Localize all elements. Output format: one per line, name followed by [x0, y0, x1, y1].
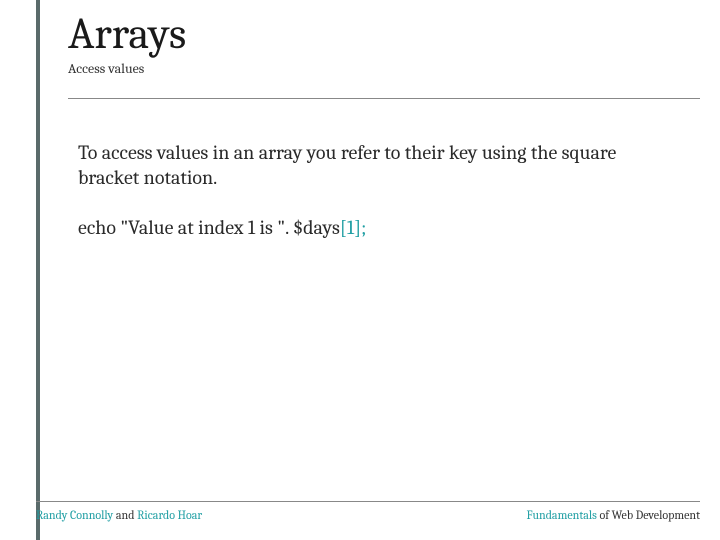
footer-authors: Randy Connolly and Ricardo Hoar	[36, 508, 202, 522]
slide-subtitle: Access values	[68, 60, 700, 77]
code-highlight: [1];	[340, 216, 367, 239]
author-2: Ricardo Hoar	[137, 508, 202, 522]
content-area: To access values in an array you refer t…	[78, 140, 680, 239]
code-prefix: echo "Value at index 1 is ". $days	[78, 216, 340, 239]
accent-bar	[36, 0, 40, 540]
slide: Arrays Access values To access values in…	[0, 0, 720, 540]
code-example: echo "Value at index 1 is ". $days[1];	[78, 216, 680, 239]
book-title-emph: Fundamentals	[527, 508, 597, 522]
footer: Randy Connolly and Ricardo Hoar Fundamen…	[36, 508, 700, 522]
footer-book-title: Fundamentals of Web Development	[527, 508, 700, 522]
author-1: Randy Connolly	[36, 508, 113, 522]
slide-title: Arrays	[68, 10, 700, 58]
divider-top	[68, 98, 700, 99]
body-paragraph: To access values in an array you refer t…	[78, 140, 680, 190]
divider-bottom	[36, 501, 700, 502]
author-conj: and	[113, 508, 137, 522]
book-title-rest: of Web Development	[597, 508, 700, 522]
header: Arrays Access values	[68, 10, 700, 77]
